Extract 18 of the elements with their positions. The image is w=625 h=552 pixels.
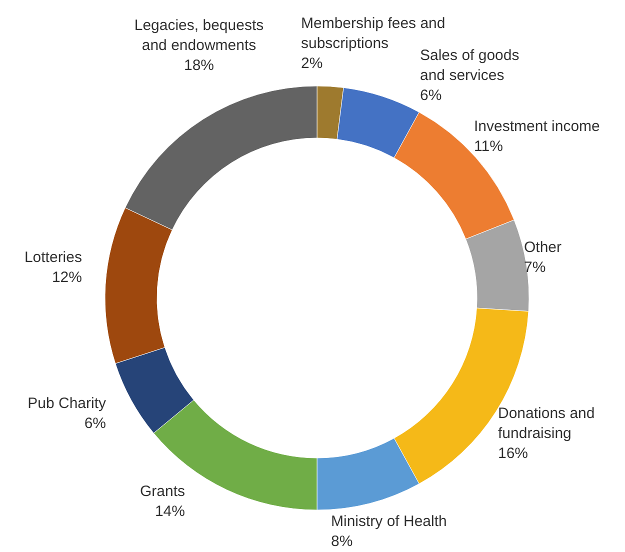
slice-label: Other xyxy=(524,239,562,256)
data-label: 16% xyxy=(498,445,528,462)
data-label: 6% xyxy=(84,415,106,432)
slice-label: Investment income xyxy=(474,118,600,135)
data-label: 8% xyxy=(331,533,353,550)
data-label: 12% xyxy=(52,269,82,286)
data-label: 2% xyxy=(301,55,323,72)
data-label: 14% xyxy=(154,503,185,520)
slice-label: Legacies, bequests and endowments xyxy=(134,17,264,54)
slice-label: Ministry of Health xyxy=(331,513,447,530)
slice-label: Grants xyxy=(140,483,185,500)
data-label: 11% xyxy=(474,138,503,155)
data-label: 7% xyxy=(524,259,546,276)
slice-label: Lotteries xyxy=(24,249,82,266)
slice-label: Pub Charity xyxy=(28,395,106,412)
data-label: 18% xyxy=(184,57,214,74)
slice-label: Donations and fundraising xyxy=(498,405,595,442)
data-label: 6% xyxy=(420,87,442,104)
